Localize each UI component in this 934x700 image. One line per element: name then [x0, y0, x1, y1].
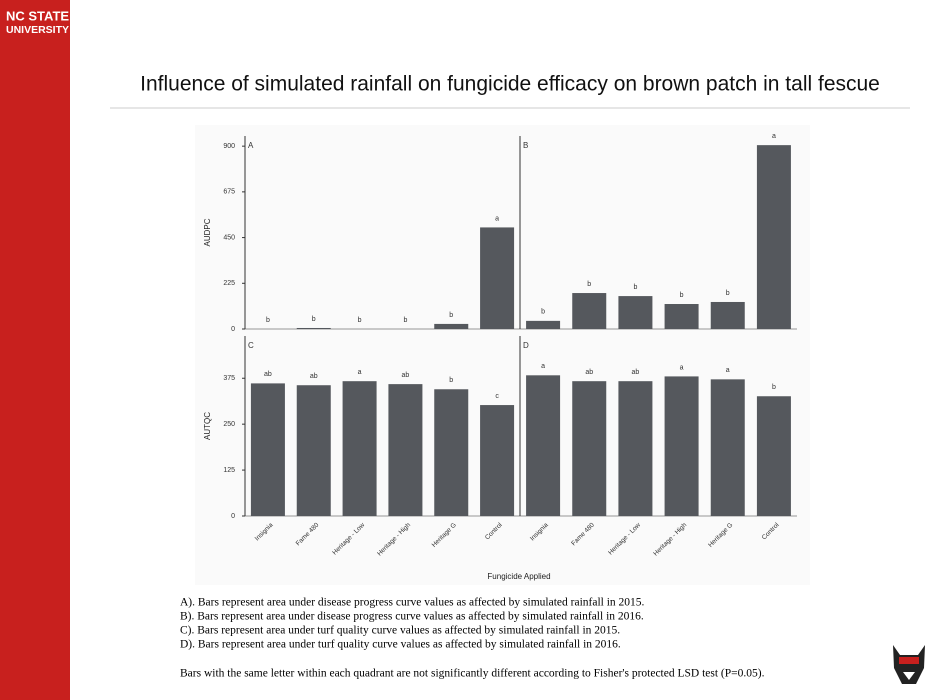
y-tick-label: 225	[223, 280, 235, 287]
significance-letter: ab	[632, 369, 640, 376]
y-tick-label: 450	[223, 234, 235, 241]
significance-letter: ab	[402, 372, 410, 379]
bar	[572, 381, 607, 516]
panel-label: B	[523, 141, 528, 150]
bar	[526, 320, 561, 329]
significance-letter: b	[726, 290, 730, 297]
bar	[342, 381, 377, 516]
significance-letter: b	[772, 384, 776, 391]
sidebar	[0, 0, 70, 700]
bar	[756, 145, 791, 329]
bar	[296, 385, 331, 516]
bar	[526, 375, 561, 516]
significance-letter: b	[266, 317, 270, 324]
logo	[893, 645, 925, 684]
bar	[710, 379, 745, 516]
caption: B). Bars represent area under disease pr…	[180, 611, 644, 623]
y-tick-label: 900	[223, 143, 235, 150]
slide-title: Influence of simulated rainfall on fungi…	[140, 73, 880, 96]
significance-letter: a	[772, 133, 776, 140]
bar	[572, 293, 607, 329]
significance-letter: a	[358, 369, 362, 376]
panel-label: D	[523, 341, 529, 350]
significance-letter: ab	[264, 371, 272, 378]
bar	[388, 384, 423, 516]
significance-letter: b	[587, 281, 591, 288]
significance-letter: b	[403, 317, 407, 324]
bar	[664, 304, 699, 329]
significance-letter: b	[358, 317, 362, 324]
bar	[618, 296, 653, 329]
panel-label: A	[248, 141, 254, 150]
significance-letter: b	[449, 312, 453, 319]
significance-letter: ab	[310, 373, 318, 380]
bar	[618, 381, 653, 516]
bar	[434, 323, 469, 329]
bar	[710, 301, 745, 329]
caption: A). Bars represent area under disease pr…	[180, 597, 645, 609]
y-tick-label: 125	[223, 467, 235, 474]
y-tick-label: 0	[231, 513, 235, 520]
significance-letter: b	[680, 292, 684, 299]
y-tick-label: 675	[223, 189, 235, 196]
bar	[480, 227, 515, 329]
bar	[296, 327, 331, 329]
significance-letter: b	[541, 309, 545, 316]
panel-label: C	[248, 341, 254, 350]
bar	[756, 396, 791, 516]
x-axis-title: Fungicide Applied	[487, 572, 550, 581]
brand: NC STATE	[6, 8, 69, 23]
significance-letter: a	[680, 364, 684, 371]
y-tick-label: 250	[223, 421, 235, 428]
y-axis-title: AUDPC	[203, 218, 212, 246]
significance-letter: a	[495, 215, 499, 222]
brand: UNIVERSITY	[6, 24, 69, 36]
caption: Bars with the same letter within each qu…	[180, 668, 765, 680]
bar	[434, 389, 469, 516]
y-tick-label: 375	[223, 375, 235, 382]
significance-letter: a	[726, 367, 730, 374]
significance-letter: c	[495, 393, 499, 400]
y-tick-label: 0	[231, 326, 235, 333]
significance-letter: b	[449, 377, 453, 384]
significance-letter: ab	[585, 369, 593, 376]
significance-letter: b	[633, 284, 637, 291]
bar	[664, 376, 699, 516]
significance-letter: a	[541, 363, 545, 370]
bar	[250, 383, 285, 516]
y-axis-title: AUTQC	[203, 412, 212, 440]
bar	[480, 405, 515, 516]
caption: C). Bars represent area under turf quali…	[180, 625, 620, 637]
significance-letter: b	[312, 316, 316, 323]
caption: D). Bars represent area under turf quali…	[180, 639, 621, 651]
